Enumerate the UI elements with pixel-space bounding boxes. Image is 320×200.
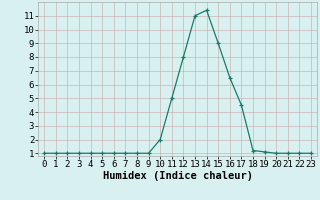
X-axis label: Humidex (Indice chaleur): Humidex (Indice chaleur) bbox=[103, 171, 252, 181]
